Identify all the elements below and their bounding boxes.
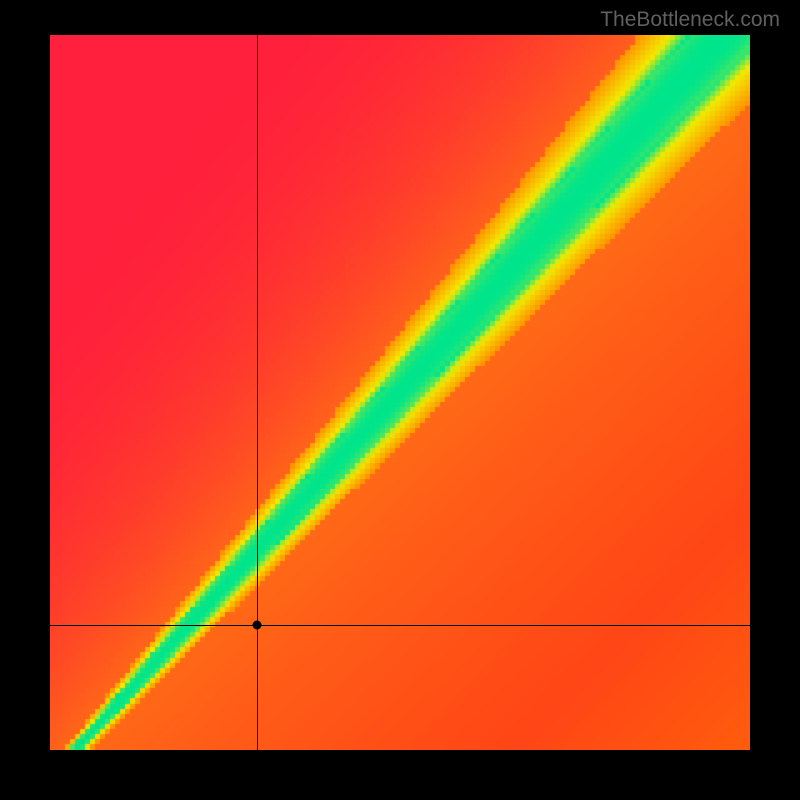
heatmap-plot-area [50, 35, 750, 750]
crosshair-horizontal [50, 625, 750, 626]
crosshair-vertical [257, 35, 258, 750]
heatmap-canvas [50, 35, 750, 750]
crosshair-marker [252, 620, 261, 629]
watermark-text: TheBottleneck.com [600, 8, 780, 32]
